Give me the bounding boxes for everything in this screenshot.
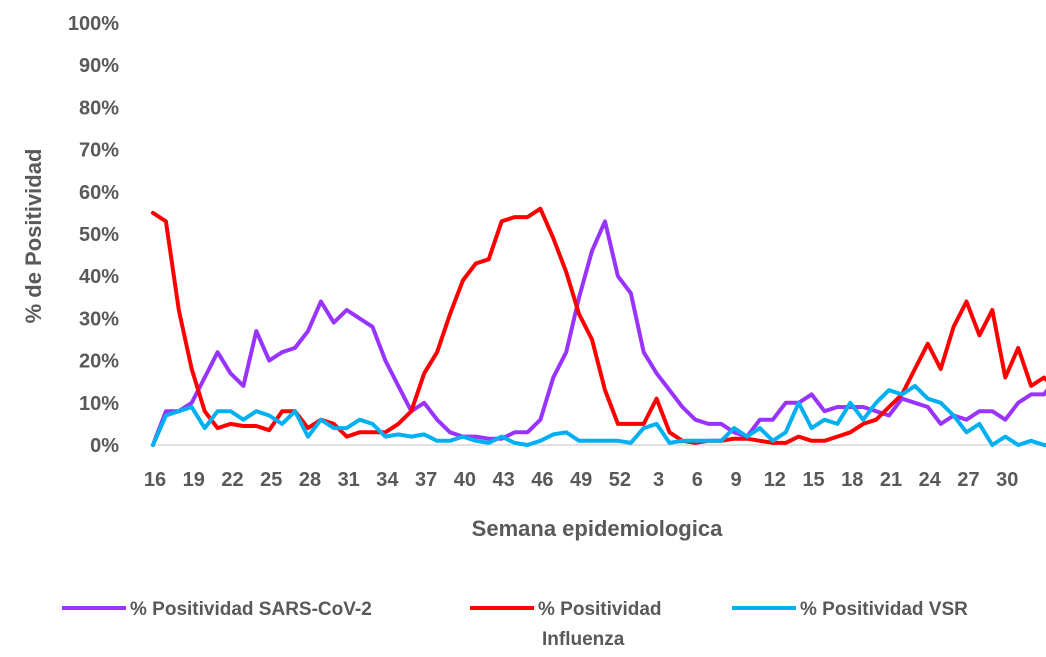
y-tick-label: 40% — [79, 266, 119, 288]
x-tick-label: 28 — [299, 469, 321, 491]
x-axis-title: Semana epidemiologica — [472, 516, 723, 541]
y-tick-label: 70% — [79, 140, 119, 162]
x-tick-label: 15 — [802, 469, 824, 491]
x-tick-label: 40 — [454, 469, 476, 491]
legend: % Positividad SARS-CoV-2 % Positividad Inf… — [62, 599, 968, 650]
legend-label-1: % Positividad SARS-CoV-2 — [130, 599, 372, 620]
x-tick-label: 24 — [919, 469, 942, 491]
x-tick-label: 31 — [338, 469, 360, 491]
x-tick-label: 18 — [841, 469, 863, 491]
y-tick-label: 50% — [79, 224, 119, 246]
y-tick-label: 30% — [79, 308, 119, 330]
y-tick-label: 0% — [90, 435, 119, 457]
series-line-1 — [151, 219, 1046, 447]
x-tick-label: 30 — [996, 469, 1018, 491]
x-tick-label: 49 — [570, 469, 592, 491]
y-tick-label: 60% — [79, 182, 119, 204]
x-tick-label: 34 — [376, 469, 399, 491]
x-tick-label: 9 — [731, 469, 742, 491]
legend-label-3: % Positividad VSR — [800, 599, 968, 620]
x-tick-label: 3 — [653, 469, 664, 491]
series-lines — [151, 206, 1046, 447]
x-tick-label: 16 — [144, 469, 166, 491]
x-tick-label: 37 — [415, 469, 437, 491]
y-axis-ticks: 0% 10% 20% 30% 40% 50% 60% 70% 80% 90% 100% — [68, 13, 119, 457]
legend-label-2: % Positividad Influenza — [538, 599, 662, 650]
x-axis-ticks: 16 19 22 25 28 31 34 37 40 43 46 49 52 3 6 9 12 15 18 21 24 2… — [144, 469, 1019, 491]
x-tick-label: 12 — [764, 469, 786, 491]
x-tick-label: 25 — [260, 469, 282, 491]
x-tick-label: 21 — [880, 469, 902, 491]
x-tick-label: 52 — [609, 469, 631, 491]
y-tick-label: 20% — [79, 351, 119, 373]
x-tick-label: 6 — [692, 469, 703, 491]
x-tick-label: 22 — [221, 469, 243, 491]
y-tick-label: 80% — [79, 97, 119, 119]
x-tick-label: 27 — [957, 469, 979, 491]
x-tick-label: 19 — [183, 469, 205, 491]
y-tick-label: 90% — [79, 55, 119, 77]
x-tick-label: 46 — [531, 469, 553, 491]
x-tick-label: 43 — [493, 469, 515, 491]
series-line-2 — [151, 206, 1046, 445]
y-axis-title: % de Positividad — [21, 149, 46, 324]
y-tick-label: 10% — [79, 393, 119, 415]
series-line-3 — [151, 383, 1046, 447]
y-tick-label: 100% — [68, 13, 119, 35]
